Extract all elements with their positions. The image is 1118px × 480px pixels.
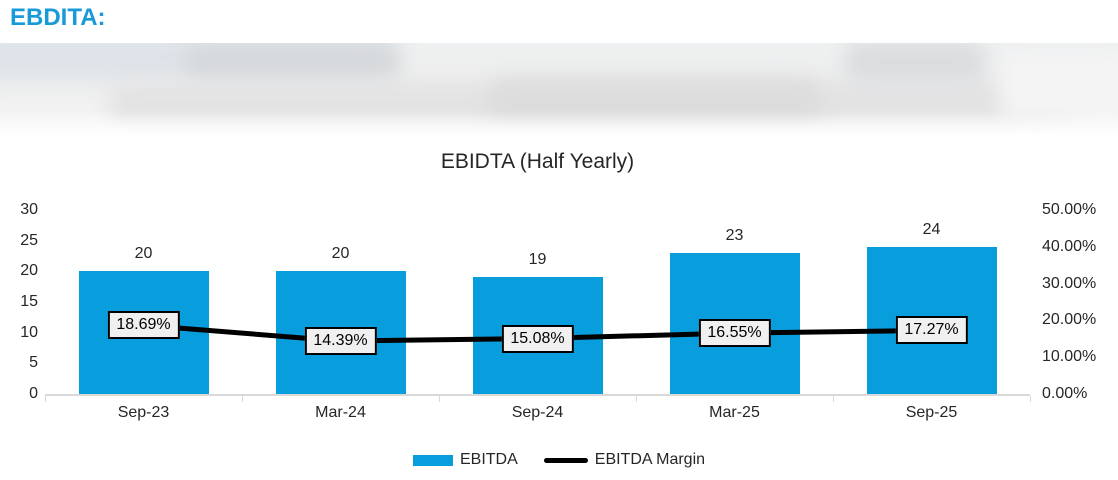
x-axis-tick	[1030, 396, 1031, 402]
x-axis-tick	[833, 396, 834, 402]
bar-value-label: 20	[134, 245, 153, 263]
left-axis-tick-label: 30	[20, 201, 38, 218]
chart-title: EBIDTA (Half Yearly)	[440, 150, 635, 173]
x-axis-tick	[242, 396, 243, 402]
legend-item-ebitda-margin: EBITDA Margin	[543, 451, 706, 469]
left-axis-tick-label: 10	[20, 323, 38, 341]
x-axis-tick	[439, 396, 440, 402]
blur-blob	[845, 43, 985, 83]
redacted-text-blur	[0, 43, 1118, 137]
blur-blob	[185, 43, 400, 79]
legend-line-swatch	[543, 457, 588, 463]
legend-item-ebitda: EBITDA	[412, 451, 518, 469]
right-axis-tick-label: 10.00%	[1042, 348, 1097, 366]
right-axis-tick-label: 30.00%	[1042, 274, 1097, 292]
bar-value-label: 20	[331, 245, 350, 263]
left-axis-tick-label: 25	[20, 231, 38, 249]
x-axis-tick	[636, 396, 637, 402]
left-axis-tick-label: 0	[29, 385, 38, 402]
legend: EBITDA EBITDA Margin	[0, 451, 1118, 469]
left-axis-tick-label: 5	[29, 354, 38, 372]
bar-value-label: 19	[528, 251, 547, 269]
margin-data-label: 16.55%	[698, 319, 771, 348]
margin-data-label: 17.27%	[895, 316, 968, 345]
x-axis-category-label: Mar-25	[709, 404, 760, 421]
legend-label: EBITDA	[459, 451, 518, 468]
right-axis-tick-label: 20.00%	[1042, 311, 1097, 329]
x-axis-tick	[45, 396, 46, 402]
x-axis-category-label: Mar-24	[315, 404, 366, 421]
x-axis-category-label: Sep-24	[511, 404, 564, 421]
left-axis-tick-label: 20	[20, 262, 38, 280]
x-axis-category-label: Sep-23	[117, 404, 170, 421]
x-axis-category-label: Sep-25	[905, 404, 958, 421]
legend-bar-swatch	[412, 454, 453, 466]
x-axis-line	[45, 394, 1030, 396]
right-axis-tick-label: 0.00%	[1042, 385, 1088, 402]
bar-value-label: 23	[725, 226, 744, 244]
legend-label: EBITDA Margin	[594, 451, 706, 468]
margin-data-label: 14.39%	[304, 327, 377, 356]
bar-value-label: 24	[922, 220, 941, 238]
margin-data-label: 15.08%	[501, 324, 574, 353]
right-axis-tick-label: 50.00%	[1042, 201, 1097, 218]
right-axis-tick-label: 40.00%	[1042, 237, 1097, 255]
margin-data-label: 18.69%	[107, 311, 180, 340]
blur-fade	[0, 111, 1118, 137]
left-axis-tick-label: 15	[20, 293, 38, 310]
section-heading: EBDITA:	[10, 4, 106, 31]
